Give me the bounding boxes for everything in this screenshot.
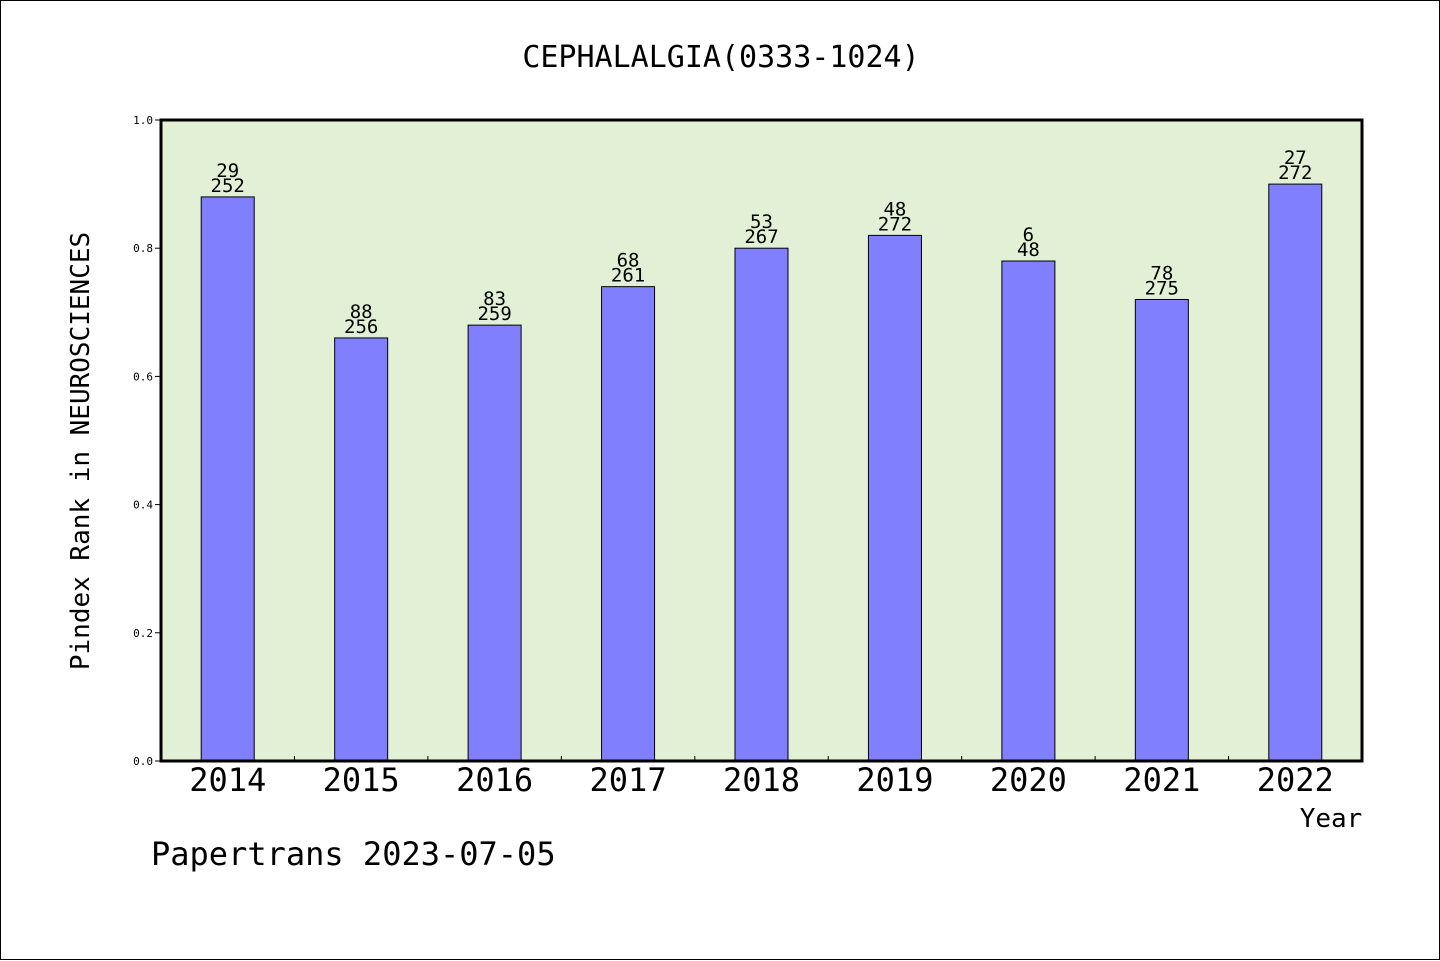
plot-border bbox=[159, 118, 1364, 763]
bar-total-label-2019: 272 bbox=[878, 213, 912, 235]
x-tick-label-2022: 2022 bbox=[1257, 761, 1334, 799]
chart-title: CEPHALALGIA(0333-1024) bbox=[522, 40, 919, 75]
bar-rank-label-2018: 53 bbox=[750, 211, 773, 233]
y-tick-label: 0.2 bbox=[133, 627, 153, 640]
x-tick-label-2020: 2020 bbox=[990, 761, 1067, 799]
bar-2022 bbox=[1268, 183, 1323, 762]
y-tick-label: 0.6 bbox=[133, 370, 153, 383]
y-axis-title: Pindex Rank in NEUROSCIENCES bbox=[66, 232, 96, 670]
bar-2021 bbox=[1134, 298, 1189, 762]
bar-total-label-2022: 272 bbox=[1278, 162, 1312, 184]
y-tick-label: 0.0 bbox=[133, 755, 153, 768]
bar-total-label-2020: 48 bbox=[1017, 239, 1040, 261]
bar-rank-label-2017: 68 bbox=[617, 250, 640, 272]
bar-total-label-2018: 267 bbox=[744, 226, 778, 248]
bar-total-label-2016: 259 bbox=[477, 303, 511, 325]
x-axis-ticks: 2014 2015 2016 2017 2018 2019 2020 2021 2022 bbox=[189, 756, 1334, 799]
y-axis-ticks: 0.0 0.2 0.4 0.6 0.8 1.0 bbox=[133, 114, 161, 768]
bar-2014 bbox=[200, 196, 255, 762]
x-tick-label-2018: 2018 bbox=[723, 761, 800, 799]
y-tick-label: 0.4 bbox=[133, 499, 153, 512]
bar-rank-label-2019: 48 bbox=[883, 198, 906, 220]
x-tick-label-2017: 2017 bbox=[590, 761, 667, 799]
bar-2018 bbox=[734, 247, 789, 762]
bar-2016 bbox=[467, 324, 522, 762]
y-tick-label: 0.8 bbox=[133, 242, 153, 255]
x-tick-label-2016: 2016 bbox=[456, 761, 533, 799]
bar-rank-label-2014: 29 bbox=[216, 160, 239, 182]
bar-rank-label-2020: 6 bbox=[1023, 224, 1034, 246]
bar-total-label-2015: 256 bbox=[344, 316, 378, 338]
x-tick-label-2014: 2014 bbox=[189, 761, 266, 799]
x-tick-label-2015: 2015 bbox=[323, 761, 400, 799]
bar-rank-label-2016: 83 bbox=[483, 288, 506, 310]
bar-2020 bbox=[1001, 260, 1056, 762]
bar-2017 bbox=[601, 286, 656, 762]
x-tick-label-2019: 2019 bbox=[856, 761, 933, 799]
bar-total-label-2021: 275 bbox=[1145, 277, 1179, 299]
bar-total-label-2014: 252 bbox=[211, 175, 245, 197]
bar-total-label-2017: 261 bbox=[611, 265, 645, 287]
bar-rank-label-2022: 27 bbox=[1284, 147, 1307, 169]
bar-rank-label-2021: 78 bbox=[1150, 262, 1173, 284]
bar-rank-label-2015: 88 bbox=[350, 301, 373, 323]
footer-credit: Papertrans 2023-07-05 bbox=[151, 835, 556, 873]
bars-group bbox=[200, 183, 1323, 762]
x-tick-label-2021: 2021 bbox=[1123, 761, 1200, 799]
y-tick-label: 1.0 bbox=[133, 114, 153, 127]
bar-2019 bbox=[867, 234, 922, 762]
bar-2015 bbox=[334, 337, 389, 762]
x-axis-title: Year bbox=[1300, 804, 1363, 834]
